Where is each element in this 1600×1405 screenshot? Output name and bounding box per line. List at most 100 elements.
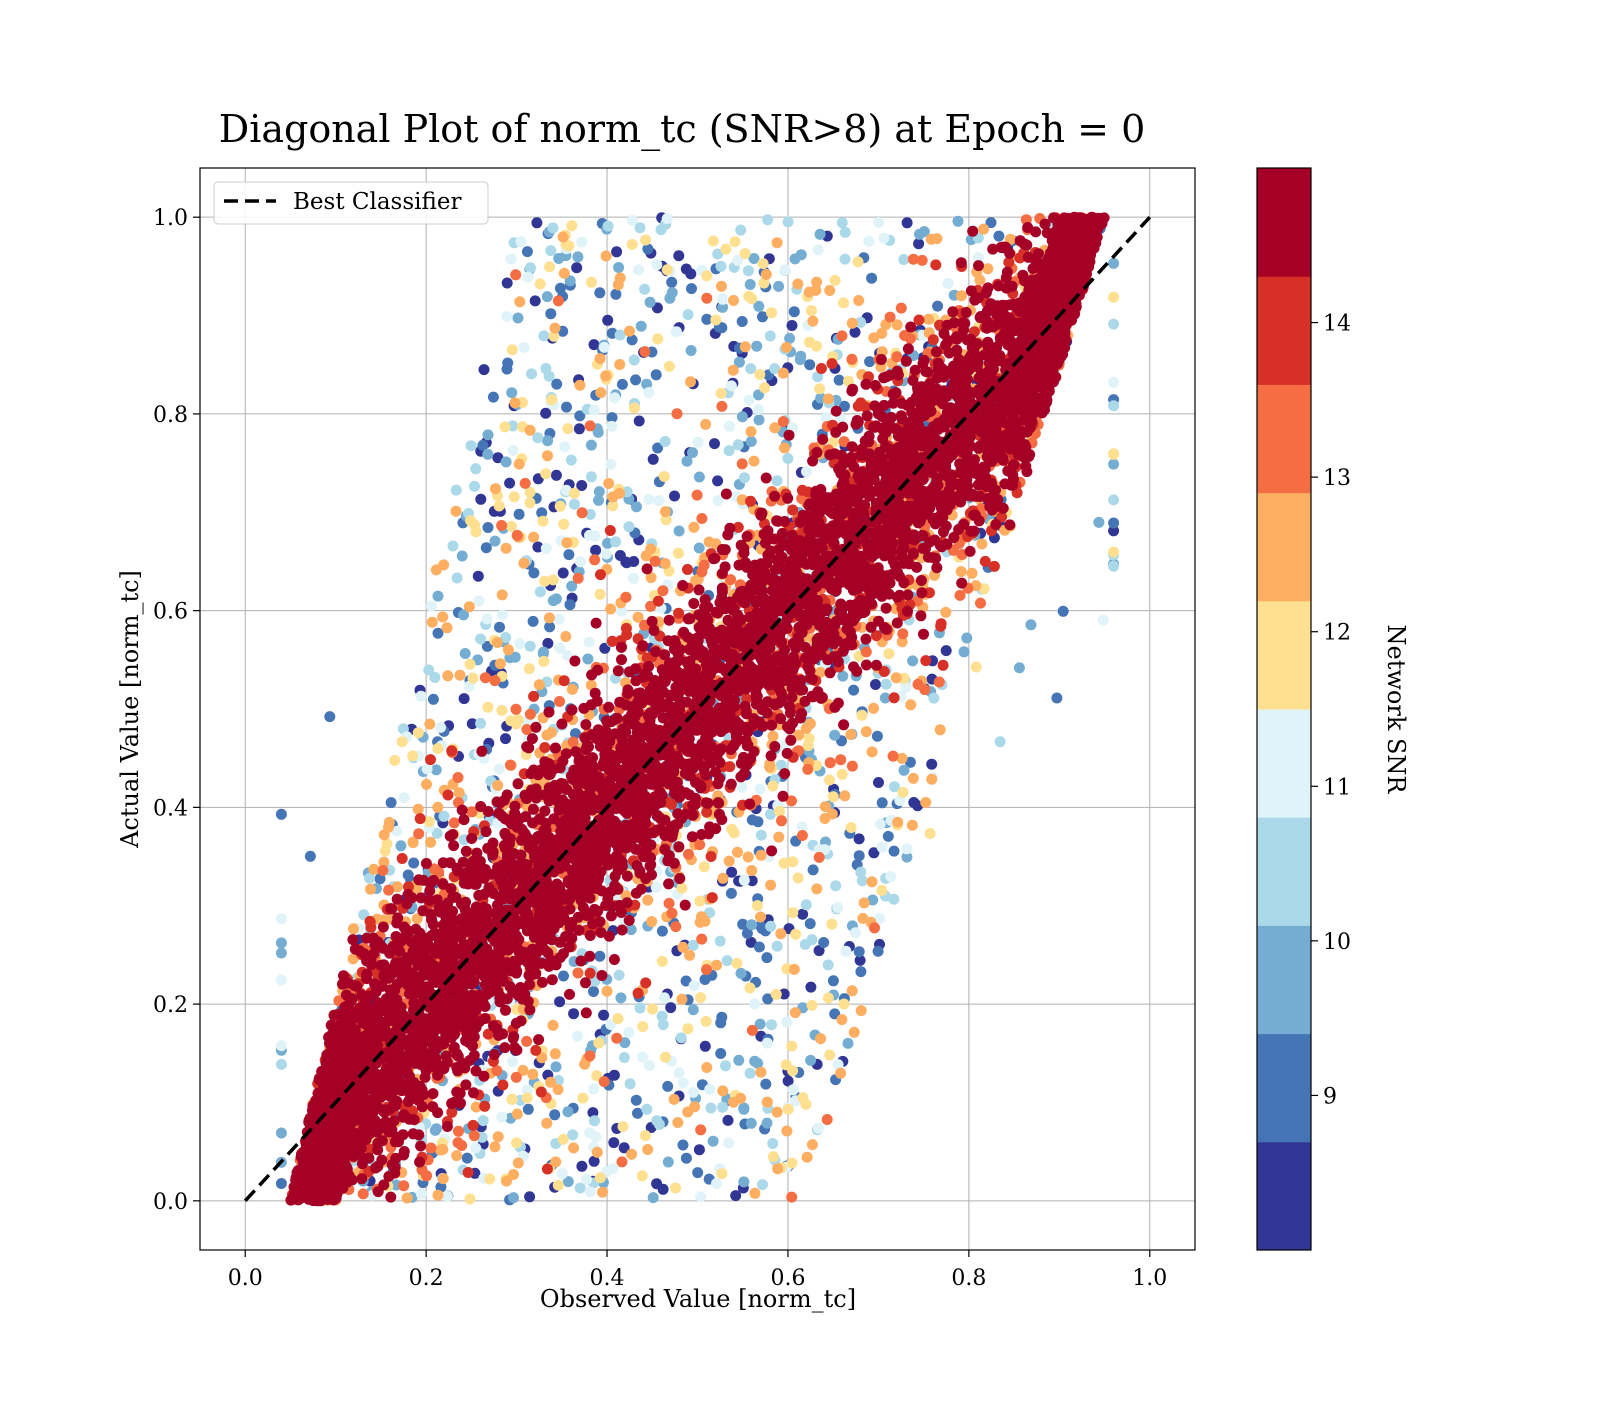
scatter-point: [831, 406, 842, 417]
scatter-point: [395, 840, 406, 851]
scatter-point: [553, 295, 564, 306]
scatter-point: [667, 287, 678, 298]
scatter-point: [808, 864, 819, 875]
scatter-point: [775, 928, 786, 939]
scatter-point: [765, 880, 776, 891]
scatter-point: [635, 1003, 646, 1014]
scatter-point: [805, 918, 816, 929]
scatter-point: [643, 387, 654, 398]
scatter-point: [603, 221, 614, 232]
scatter-point: [881, 679, 892, 690]
scatter-point: [527, 733, 538, 744]
scatter-point: [660, 436, 671, 447]
scatter-point: [563, 549, 574, 560]
scatter-point: [610, 536, 621, 547]
scatter-point: [737, 316, 748, 327]
scatter-point: [608, 1137, 619, 1148]
scatter-point: [778, 368, 789, 379]
scatter-point: [610, 289, 621, 300]
scatter-point: [993, 231, 1004, 242]
scatter-point: [550, 1048, 561, 1059]
scatter-point: [854, 850, 865, 861]
scatter-point: [676, 1032, 687, 1043]
scatter-point: [772, 941, 783, 952]
scatter-point: [651, 1178, 662, 1189]
scatter-point: [494, 763, 505, 774]
scatter-point: [548, 1020, 559, 1031]
scatter-point: [757, 1179, 768, 1190]
scatter-point: [686, 345, 697, 356]
scatter-point: [660, 506, 671, 517]
scatter-point: [551, 379, 562, 390]
scatter-point: [694, 1144, 705, 1155]
scatter-point: [559, 675, 570, 686]
scatter-point: [569, 499, 580, 510]
scatter-point: [551, 1061, 562, 1072]
scatter-point: [438, 1173, 449, 1184]
scatter-point: [850, 927, 861, 938]
scatter-point: [869, 922, 880, 933]
scatter-point: [581, 1174, 592, 1185]
scatter-point: [574, 423, 585, 434]
scatter-point: [427, 617, 438, 628]
scatter-point: [628, 573, 639, 584]
scatter-point: [469, 1130, 480, 1141]
scatter-point: [915, 610, 926, 621]
scatter-point: [1108, 377, 1119, 388]
scatter-point: [508, 1192, 519, 1203]
scatter-point: [451, 1150, 462, 1161]
scatter-point: [662, 1081, 673, 1092]
scatter-point: [631, 1095, 642, 1106]
scatter-point: [828, 791, 839, 802]
scatter-point: [932, 301, 943, 312]
scatter-point: [913, 238, 924, 249]
scatter-point: [416, 1189, 427, 1200]
scatter-point: [415, 813, 426, 824]
scatter-point: [800, 939, 811, 950]
scatter-point: [1051, 693, 1062, 704]
scatter-point: [688, 522, 699, 533]
scatter-point: [745, 279, 756, 290]
scatter-point: [595, 387, 606, 398]
scatter-point: [829, 730, 840, 741]
scatter-point: [463, 1167, 474, 1178]
scatter-point: [585, 1186, 596, 1197]
scatter-point: [766, 1019, 777, 1030]
scatter-point: [573, 968, 584, 979]
scatter-point: [692, 1167, 703, 1178]
scatter-point: [928, 334, 939, 345]
scatter-point: [735, 1093, 746, 1104]
scatter-point: [746, 426, 757, 437]
scatter-point: [870, 679, 881, 690]
scatter-point: [658, 1019, 669, 1030]
scatter-point: [716, 401, 727, 412]
scatter-point: [746, 1118, 757, 1129]
scatter-point: [853, 401, 864, 412]
scatter-point: [637, 1021, 648, 1032]
scatter-point: [884, 648, 895, 659]
scatter-point: [801, 466, 812, 477]
scatter-point: [435, 1145, 446, 1156]
scatter-point: [490, 483, 501, 494]
scatter-point: [482, 449, 493, 460]
scatter-point: [523, 272, 534, 283]
scatter-point: [377, 865, 388, 876]
scatter-point: [542, 291, 553, 302]
scatter-point: [853, 295, 864, 306]
scatter-point: [923, 314, 934, 325]
scatter-point: [738, 1104, 749, 1115]
scatter-point: [832, 902, 843, 913]
scatter-point: [773, 281, 784, 292]
scatter-point: [701, 293, 712, 304]
scatter-point: [836, 1014, 847, 1025]
scatter-point: [873, 946, 884, 957]
scatter-point: [615, 330, 626, 341]
scatter-point: [585, 420, 596, 431]
scatter-point: [554, 696, 565, 707]
scatter-point: [639, 284, 650, 295]
scatter-point: [754, 369, 765, 380]
scatter-point: [514, 638, 525, 649]
scatter-point: [771, 989, 782, 1000]
scatter-point: [442, 622, 453, 633]
